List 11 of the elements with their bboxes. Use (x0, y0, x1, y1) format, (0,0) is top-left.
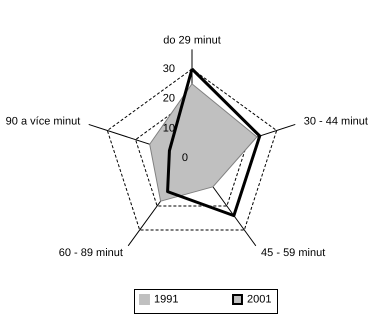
y-tick-label: 30 (162, 63, 175, 75)
spoke-label: 30 - 44 minut (304, 116, 368, 128)
spoke-label: 90 a více minut (6, 116, 80, 128)
y-tick-label: 0 (182, 152, 188, 164)
spoke-label: 60 - 89 minut (58, 247, 123, 260)
y-tick-label: 10 (162, 122, 175, 134)
spoke-label: do 29 minut (163, 34, 221, 47)
y-tick-label: 20 (162, 92, 175, 105)
spoke-label: 45 - 59 minut (261, 247, 326, 260)
legend-label: 1991 (154, 294, 178, 306)
legend-label: 2001 (247, 294, 272, 306)
